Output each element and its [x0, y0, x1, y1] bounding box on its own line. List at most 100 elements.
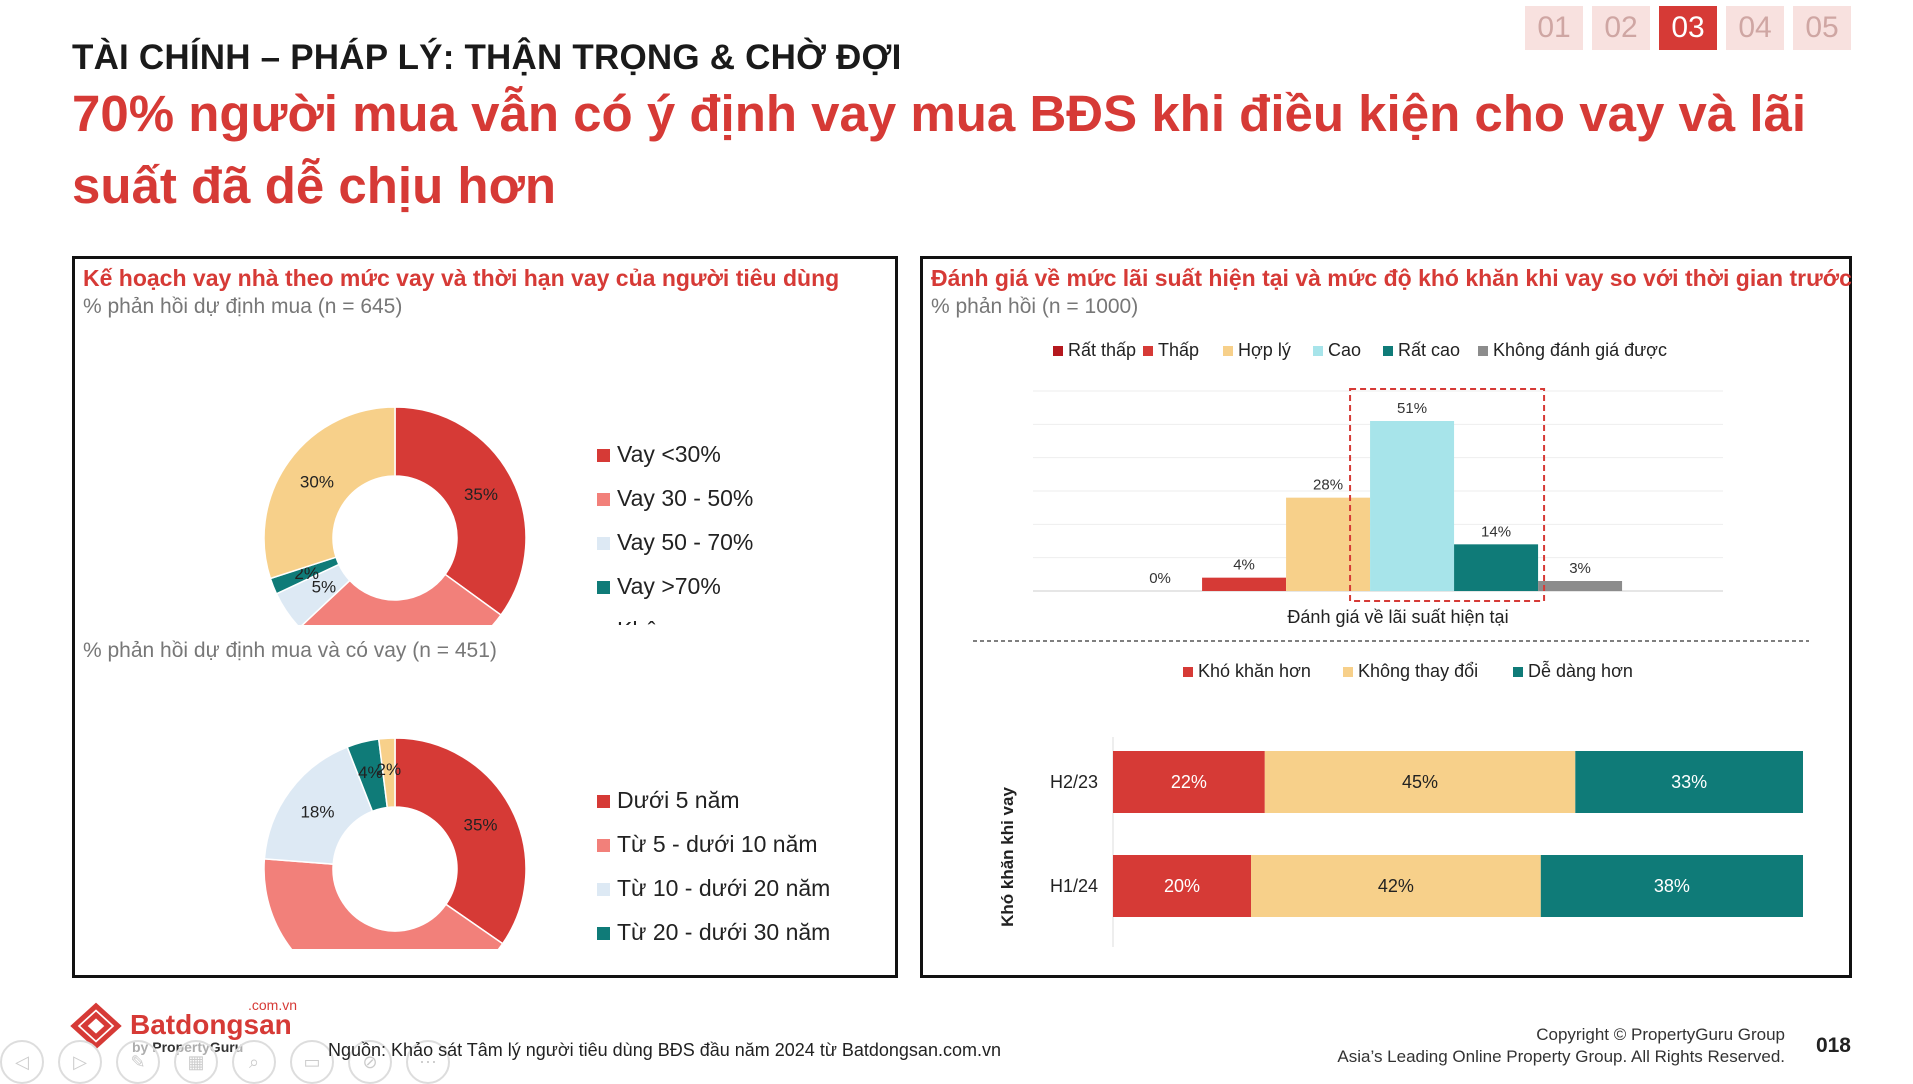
legend-label-rat-cao: Rất cao [1398, 341, 1460, 360]
legend-label-vay-30: Vay <30% [617, 441, 721, 467]
legend-swatch-vay-30-50 [597, 493, 610, 506]
interest-rate-bar-chart: 0% 4% 28% 51% 14% 3% Đánh giá về lãi suất hiện… [1033, 341, 1723, 627]
bar-label-h2-23-de-dang-hon: 33% [1671, 772, 1707, 792]
nav-page-05[interactable]: 05 [1793, 6, 1851, 50]
legend-label-tu-20-duoi-30-nam: Từ 20 - dưới 30 năm [617, 919, 830, 945]
bar-segment-h1-24-kho-khan-hon [1113, 855, 1251, 917]
legend-label-khong-thay-doi: Không thay đổi [1358, 661, 1478, 681]
bar-label-thap: 4% [1233, 557, 1255, 574]
legend-swatch-hop-ly [1223, 346, 1233, 356]
bar-label-h2-23-khong-thay-doi: 45% [1402, 772, 1438, 792]
interest-rate-title: Đánh giá về mức lãi suất hiện tại và mức… [931, 265, 1852, 291]
bar-label-rat-cao: 14% [1481, 523, 1511, 540]
legend-label-vay-70: Vay >70% [617, 573, 721, 599]
loan-difficulty-stacked-chart: Khó khăn hơn Không thay đổi Dễ dàng hơn Khó… [998, 660, 1803, 947]
nav-page-03[interactable]: 03 [1659, 6, 1717, 50]
house-logo-icon [70, 1002, 122, 1050]
bar-segment-h1-24-khong-thay-doi [1251, 855, 1541, 917]
loan-plan-panel: Kế hoạch vay nhà theo mức vay và thời hạ… [72, 256, 898, 978]
copyright-line-1: Copyright © PropertyGuru Group [1536, 1025, 1785, 1044]
category-label-h2-23: H2/23 [1050, 772, 1098, 792]
legend-label-vay-30-50: Vay 30 - 50% [617, 485, 753, 511]
legend-label-duoi-5-nam: Dưới 5 năm [617, 787, 740, 813]
previous-icon[interactable]: ◁ [0, 1040, 44, 1084]
slice-vay-30-50 [301, 573, 503, 625]
legend-swatch-vay-30 [597, 449, 610, 462]
logo-domain: .com.vn [248, 997, 297, 1013]
dashed-divider [973, 640, 1809, 642]
bar-label-h1-24-de-dang-hon: 38% [1654, 876, 1690, 896]
bar-khong-danh-gia-duoc [1538, 581, 1623, 591]
slice-tu-10-duoi-20-nam [263, 746, 374, 865]
legend-label-hop-ly: Hợp lý [1238, 341, 1291, 360]
bar-label-khong-danh-gia-duoc: 3% [1569, 560, 1591, 577]
legend-label-rat-thap: Rất thấp [1068, 341, 1136, 360]
loan-term-subtitle: % phản hồi dự định mua và có vay (n = 45… [83, 639, 497, 662]
bar-cao [1370, 421, 1455, 591]
legend-label-thap: Thấp [1158, 341, 1199, 360]
legend-swatch-tu-5-duoi-10-nam [597, 839, 610, 852]
loan-ratio-donut-chart: 35%28%5%2%30%Vay <30%Vay 30 - 50%Vay 50 … [263, 406, 753, 625]
bar-segment-h2-23-de-dang-hon [1575, 751, 1803, 813]
legend-swatch-cao [1313, 346, 1323, 356]
legend-label-cao: Cao [1328, 341, 1361, 360]
nav-page-04[interactable]: 04 [1726, 6, 1784, 50]
copyright: Copyright © PropertyGuru Group Asia’s Le… [1337, 1024, 1785, 1068]
bar-rat-cao [1454, 544, 1539, 591]
legend-label-tu-10-duoi-20-nam: Từ 10 - dưới 20 năm [617, 875, 830, 901]
logo-wordmark: Batdongsan [130, 1009, 292, 1040]
interest-rate-panel: Đánh giá về mức lãi suất hiện tại và mức… [920, 256, 1852, 978]
data-label-khong-vay: 30% [300, 472, 334, 491]
x-axis-title: Đánh giá về lãi suất hiện tại [1287, 607, 1508, 627]
legend-swatch-vay-50-70 [597, 537, 610, 550]
bar-segment-h1-24-de-dang-hon [1540, 855, 1803, 917]
bar-label-hop-ly: 28% [1313, 477, 1343, 494]
nav-page-02[interactable]: 02 [1592, 6, 1650, 50]
data-label-vay-30: 35% [464, 485, 498, 504]
legend-swatch-kho-khan-hon [1183, 667, 1193, 677]
legend-label-vay-50-70: Vay 50 - 70% [617, 529, 753, 555]
pen-icon[interactable]: ✎ [116, 1040, 160, 1084]
bar-label-h1-24-khong-thay-doi: 42% [1378, 876, 1414, 896]
bar-segment-h2-23-khong-thay-doi [1264, 751, 1576, 813]
legend-label-khong-vay: Không vay [617, 617, 726, 625]
legend-label-kho-khan-hon: Khó khăn hơn [1198, 661, 1311, 681]
subtitles-icon[interactable]: ▭ [290, 1040, 334, 1084]
y-axis-title: Khó khăn khi vay [998, 787, 1017, 927]
page-number: 018 [1815, 1034, 1851, 1057]
highlight-box [1349, 388, 1546, 602]
slice-tu-5-duoi-10-nam [263, 858, 504, 949]
play-icon[interactable]: ▷ [58, 1040, 102, 1084]
legend-swatch-duoi-5-nam [597, 795, 610, 808]
grid-icon[interactable]: ▦ [174, 1040, 218, 1084]
bar-label-h2-23-kho-khan-hon: 22% [1171, 772, 1207, 792]
data-label-tu-10-duoi-20-nam: 18% [300, 803, 334, 822]
legend-swatch-khong-danh-gia-duoc [1478, 346, 1488, 356]
data-label-tu-20-duoi-30-nam: 4% [358, 763, 383, 782]
source-note: Nguồn: Khảo sát Tâm lý người tiêu dùng B… [328, 1040, 1001, 1060]
loan-plan-subtitle: % phản hồi dự định mua (n = 645) [83, 295, 403, 318]
nav-page-01[interactable]: 01 [1525, 6, 1583, 50]
bar-label-cao: 51% [1397, 400, 1427, 417]
legend-swatch-de-dang-hon [1513, 667, 1523, 677]
zoom-icon[interactable]: ⌕ [232, 1040, 276, 1084]
legend-swatch-rat-cao [1383, 346, 1393, 356]
legend-swatch-tu-10-duoi-20-nam [597, 883, 610, 896]
legend-swatch-vay-70 [597, 581, 610, 594]
legend-swatch-rat-thap [1053, 346, 1063, 356]
page-navigation: 01 02 03 04 05 [1525, 6, 1851, 50]
slideshow-toolbar: ◁ ▷ ✎ ▦ ⌕ ▭ ⊘ ⋯ [0, 1040, 450, 1084]
legend-label-tu-5-duoi-10-nam: Từ 5 - dưới 10 năm [617, 831, 818, 857]
data-label-hon-30-nam: 2% [376, 760, 401, 779]
bar-hop-ly [1286, 497, 1371, 591]
legend-swatch-tu-20-duoi-30-nam [597, 927, 610, 940]
slice-khong-vay [263, 406, 396, 580]
interest-rate-subtitle: % phản hồi (n = 1000) [931, 295, 1139, 318]
legend-label-khong-danh-gia-duoc: Không đánh giá được [1493, 341, 1667, 360]
section-title: TÀI CHÍNH – PHÁP LÝ: THẬN TRỌNG & CHỜ ĐỢ… [72, 38, 902, 77]
slice-hon-30-nam [377, 737, 396, 809]
copyright-line-2: Asia’s Leading Online Property Group. Al… [1337, 1047, 1785, 1066]
legend-label-de-dang-hon: Dễ dàng hơn [1528, 660, 1633, 681]
legend-swatch-thap [1143, 346, 1153, 356]
